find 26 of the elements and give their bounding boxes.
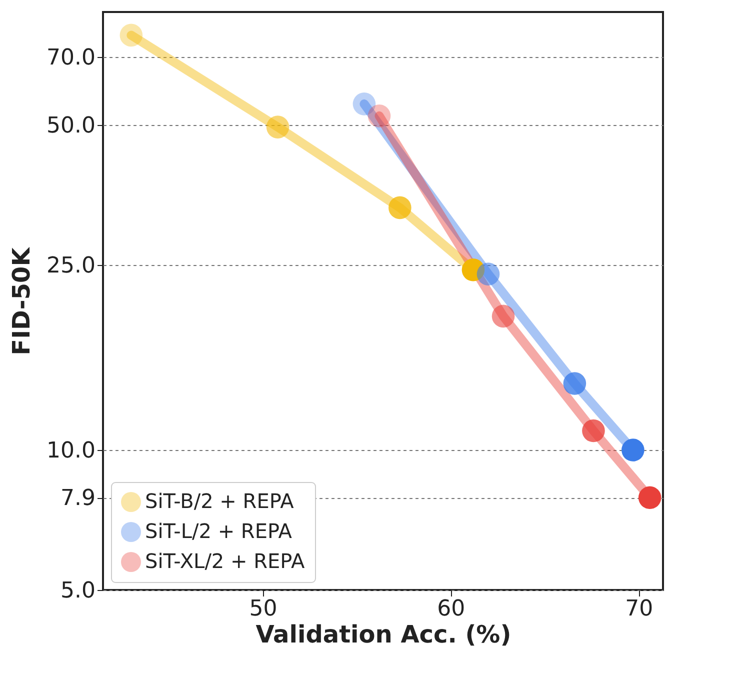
- y-tick-label: 7.9: [60, 486, 96, 512]
- x-tick-label: 60: [437, 596, 466, 622]
- legend-label: SiT-L/2 + REPA: [145, 519, 292, 543]
- legend-label: SiT-XL/2 + REPA: [145, 549, 305, 573]
- x-tick-label: 50: [249, 596, 278, 622]
- point: [638, 486, 662, 510]
- point: [120, 24, 143, 47]
- point: [492, 304, 515, 328]
- y-tick-label: 70.0: [46, 46, 96, 71]
- y-axis-title: FID-50K: [8, 246, 36, 356]
- y-tick-label: 50.0: [46, 114, 96, 139]
- y-tick-label: 10.0: [46, 438, 96, 464]
- point: [462, 258, 485, 282]
- point: [352, 92, 376, 116]
- point: [563, 372, 586, 395]
- point: [476, 262, 500, 286]
- legend-label: SiT-B/2 + REPA: [145, 489, 294, 513]
- point: [622, 438, 644, 462]
- point: [582, 419, 605, 442]
- point: [388, 196, 412, 220]
- y-tick-label: 5.0: [60, 578, 96, 604]
- x-axis-title: Validation Acc. (%): [256, 620, 512, 648]
- y-tick-label: 25.0: [46, 253, 96, 278]
- point: [368, 104, 391, 128]
- x-tick-label: 70: [625, 596, 654, 622]
- point: [266, 116, 290, 138]
